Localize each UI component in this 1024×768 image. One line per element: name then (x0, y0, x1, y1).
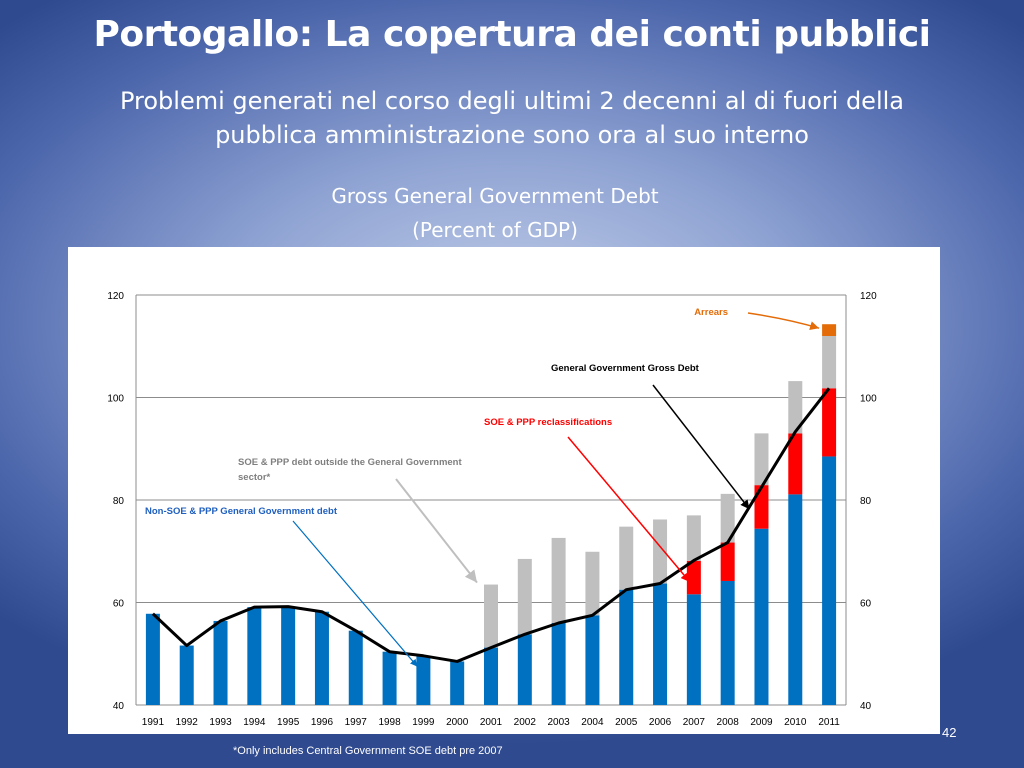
bar-non-soe-ppp-general-government-debt-2001 (484, 647, 498, 705)
annotation-non-soe-debt: Non-SOE & PPP General Government debt (145, 506, 338, 517)
subtitle-line-2: pubblica amministrazione sono ora al suo… (215, 121, 809, 149)
bar-soe-ppp-debt-outside-the-general-government-sector-2004 (585, 551, 600, 616)
x-tick-label: 2010 (784, 717, 807, 728)
y-tick-label-left: 60 (113, 599, 125, 610)
bar-soe-ppp-debt-outside-the-general-government-sector-2009 (754, 433, 769, 486)
x-tick-label: 2003 (547, 717, 570, 728)
bar-non-soe-ppp-general-government-debt-2004 (585, 615, 600, 705)
bar-non-soe-ppp-general-government-debt-2002 (517, 634, 532, 705)
arrow-reclassifications (567, 436, 691, 583)
bar-soe-ppp-debt-outside-the-general-government-sector-2006 (653, 519, 668, 584)
bar-arrears-2011 (822, 324, 837, 336)
bar-non-soe-ppp-general-government-debt-2006 (653, 583, 668, 705)
y-tick-label-left: 120 (107, 291, 124, 302)
y-tick-label-right: 80 (860, 496, 872, 507)
annotation-arrears: Arrears (694, 307, 728, 318)
y-tick-label-left: 40 (113, 701, 125, 712)
x-tick-label: 1997 (345, 717, 368, 728)
bar-non-soe-ppp-general-government-debt-1993 (213, 620, 228, 705)
bar-non-soe-ppp-general-government-debt-2007 (686, 594, 701, 705)
bar-soe-ppp-reclassifications-2008 (720, 542, 735, 581)
bar-non-soe-ppp-general-government-debt-2011 (822, 456, 837, 705)
x-tick-label: 2000 (446, 717, 469, 728)
slide-subtitle: Problemi generati nel corso degli ultimi… (40, 84, 984, 152)
y-tick-label-right: 40 (860, 701, 872, 712)
chart-panel: 40 40 60 60 80 80 100 100 120 120 1991 1992 1993 1994… (68, 247, 940, 734)
bar-non-soe-ppp-general-government-debt-2009 (754, 528, 769, 705)
chart-subtitle: (Percent of GDP) (412, 218, 578, 242)
arrow-arrears (747, 312, 820, 330)
bar-soe-ppp-reclassifications-2009 (754, 485, 769, 529)
bar-non-soe-ppp-general-government-debt-1998 (382, 651, 397, 705)
bar-non-soe-ppp-general-government-debt-1994 (247, 607, 262, 705)
subtitle-line-1: Problemi generati nel corso degli ultimi… (119, 87, 904, 115)
x-tick-label: 2007 (683, 717, 706, 728)
bar-non-soe-ppp-general-government-debt-2003 (551, 623, 566, 705)
bar-soe-ppp-reclassifications-2010 (788, 433, 803, 495)
page-number: 42 (942, 725, 957, 740)
y-tick-label-right: 100 (860, 394, 877, 405)
x-tick-label: 1996 (311, 717, 334, 728)
arrow-gg-gross-debt (652, 384, 751, 510)
line-gg-gross-debt (151, 387, 831, 663)
x-tick-label: 2004 (581, 717, 604, 728)
bar-soe-ppp-debt-outside-the-general-government-sector-2002 (517, 558, 532, 635)
bar-soe-ppp-debt-outside-the-general-government-sector-2008 (720, 493, 735, 543)
footnote: *Only includes Central Government SOE de… (233, 745, 503, 757)
bar-soe-ppp-debt-outside-the-general-government-sector-2001 (484, 584, 498, 648)
annotation-reclassifications: SOE & PPP reclassifications (484, 417, 612, 428)
x-tick-label: 2001 (480, 717, 503, 728)
bar-soe-ppp-debt-outside-the-general-government-sector-2003 (551, 537, 566, 623)
x-tick-label: 1992 (176, 717, 199, 728)
bar-soe-ppp-debt-outside-the-general-government-sector-2010 (788, 381, 803, 434)
arrow-non-soe-debt (292, 520, 418, 667)
bar-non-soe-ppp-general-government-debt-1997 (348, 630, 363, 705)
chart-title-block: Gross General Government Debt (Percent o… (0, 179, 990, 247)
bar-non-soe-ppp-general-government-debt-1995 (281, 606, 296, 705)
x-tick-label: 1995 (277, 717, 300, 728)
y-tick-label-right: 60 (860, 599, 872, 610)
x-tick-label: 1999 (412, 717, 435, 728)
x-tick-label: 2008 (717, 717, 740, 728)
x-tick-label: 1998 (378, 717, 401, 728)
arrow-soe-outside (395, 478, 478, 584)
x-tick-label: 2005 (615, 717, 638, 728)
slide-title: Portogallo: La copertura dei conti pubbl… (93, 14, 931, 55)
x-tick-label: 1991 (142, 717, 165, 728)
bar-soe-ppp-debt-outside-the-general-government-sector-2011 (822, 336, 837, 389)
bar-non-soe-ppp-general-government-debt-2000 (450, 661, 465, 705)
x-tick-label: 2009 (750, 717, 773, 728)
annotation-soe-outside-line-2: sector* (238, 472, 271, 483)
bar-soe-ppp-reclassifications-2011 (822, 388, 837, 457)
bar-soe-ppp-reclassifications-2007 (686, 560, 701, 595)
bar-soe-ppp-debt-outside-the-general-government-sector-2005 (619, 526, 634, 590)
bar-soe-ppp-debt-outside-the-general-government-sector-2007 (686, 515, 701, 561)
x-tick-label: 1993 (209, 717, 232, 728)
annotation-gg-gross-debt: General Government Gross Debt (551, 363, 700, 374)
bar-non-soe-ppp-general-government-debt-2010 (788, 494, 803, 705)
y-tick-label-right: 120 (860, 291, 877, 302)
x-tick-label: 1994 (243, 717, 266, 728)
x-tick-label: 2006 (649, 717, 672, 728)
bar-non-soe-ppp-general-government-debt-2008 (720, 580, 735, 705)
bar-non-soe-ppp-general-government-debt-1992 (179, 645, 194, 705)
debt-chart: 40 40 60 60 80 80 100 100 120 120 1991 1992 1993 1994… (107, 291, 877, 728)
x-tick-label: 2011 (818, 717, 840, 728)
chart-title: Gross General Government Debt (331, 184, 659, 208)
y-tick-label-left: 100 (107, 394, 124, 405)
bar-non-soe-ppp-general-government-debt-1991 (145, 613, 160, 705)
annotation-soe-outside-line-1: SOE & PPP debt outside the General Gover… (238, 457, 462, 468)
x-tick-label: 2002 (514, 717, 537, 728)
bar-non-soe-ppp-general-government-debt-2005 (619, 589, 634, 705)
bar-non-soe-ppp-general-government-debt-1999 (416, 655, 431, 705)
bar-non-soe-ppp-general-government-debt-1996 (314, 611, 329, 705)
y-tick-label-left: 80 (113, 496, 125, 507)
